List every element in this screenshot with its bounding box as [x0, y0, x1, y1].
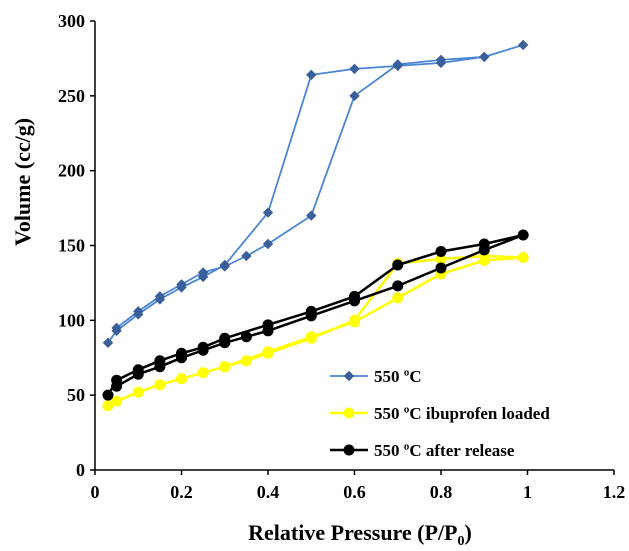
x-tick-label: 1.2: [603, 482, 626, 502]
data-point: [111, 380, 123, 392]
data-point: [478, 244, 490, 256]
data-point: [154, 361, 166, 373]
data-point: [262, 346, 274, 358]
data-point: [478, 254, 490, 266]
data-point: [176, 279, 187, 290]
data-point: [392, 59, 403, 70]
data-point: [133, 306, 144, 317]
legend-entry-0: 550 ºC: [330, 367, 422, 386]
x-tick-label: 0: [91, 482, 100, 502]
data-point: [392, 292, 404, 304]
data-point: [176, 373, 187, 385]
data-point: [435, 262, 447, 274]
y-axis-title: Volume (cc/g): [10, 118, 35, 246]
x-tick-label: 0.6: [343, 482, 366, 502]
series-0: [102, 39, 529, 348]
data-point: [517, 229, 529, 241]
data-point: [349, 90, 360, 102]
data-point: [262, 207, 274, 218]
y-tick-label: 250: [58, 86, 85, 106]
data-point: [392, 280, 404, 292]
data-point: [132, 368, 144, 380]
data-point: [262, 325, 274, 337]
legend-label: 550 ºC: [374, 367, 422, 386]
data-point: [517, 251, 529, 263]
legend-marker: [343, 444, 355, 456]
data-point: [197, 367, 209, 379]
data-point: [102, 337, 114, 348]
data-point: [176, 352, 187, 364]
data-point: [111, 395, 123, 407]
data-point: [197, 344, 209, 356]
legend-label: 550 ºC after release: [374, 441, 515, 460]
legend: 550 ºC 550 ºC ibuprofen loaded 550 ºC afte…: [330, 367, 550, 460]
data-point: [132, 386, 144, 398]
data-point: [241, 250, 252, 262]
y-tick-label: 200: [58, 161, 85, 181]
data-point: [154, 379, 166, 391]
legend-label: 550 ºC ibuprofen loaded: [374, 404, 550, 423]
x-tick-label: 0.2: [170, 482, 193, 502]
y-tick-label: 150: [58, 236, 85, 256]
data-point: [219, 361, 231, 373]
x-tick-label: 0.8: [430, 482, 453, 502]
data-point: [479, 51, 490, 63]
data-point: [349, 63, 360, 75]
y-tick-label: 50: [67, 385, 85, 405]
legend-entry-1: 550 ºC ibuprofen loaded: [330, 404, 550, 423]
series-layer: [102, 39, 529, 412]
x-axis-title: Relative Pressure (P/P0): [248, 520, 472, 549]
x-tick-label: 1: [523, 482, 532, 502]
data-point: [306, 210, 317, 221]
data-point: [219, 261, 230, 272]
data-point: [111, 322, 122, 334]
data-point: [154, 291, 166, 302]
data-point: [102, 389, 114, 401]
data-point: [197, 267, 209, 278]
data-point: [262, 238, 274, 250]
data-point: [349, 295, 360, 307]
data-point: [240, 355, 252, 367]
axes-layer: 0 50 100 150 200 250 300 0 0.2 0.4 0.6 0.8 1 1.2: [58, 11, 625, 502]
x-axis-title-subscript: 0: [458, 534, 465, 549]
legend-marker: [343, 407, 355, 419]
data-point: [219, 337, 231, 349]
data-point: [240, 331, 252, 343]
data-point: [305, 310, 317, 322]
data-point: [435, 54, 447, 66]
y-tick-label: 100: [58, 310, 85, 330]
x-tick-label: 0.4: [257, 482, 280, 502]
y-tick-label: 0: [76, 460, 85, 480]
x-axis-title-suffix: ): [465, 520, 472, 545]
data-point: [517, 39, 529, 51]
data-point: [392, 259, 404, 271]
data-point: [306, 69, 317, 81]
legend-marker: [343, 370, 355, 382]
legend-entry-2: 550 ºC after release: [330, 441, 515, 460]
data-point: [435, 245, 447, 257]
data-point: [305, 331, 317, 343]
x-axis-title-main: Relative Pressure (P/P: [248, 520, 457, 545]
series-2: [102, 229, 529, 401]
y-tick-label: 300: [58, 11, 85, 31]
data-point: [349, 316, 360, 328]
